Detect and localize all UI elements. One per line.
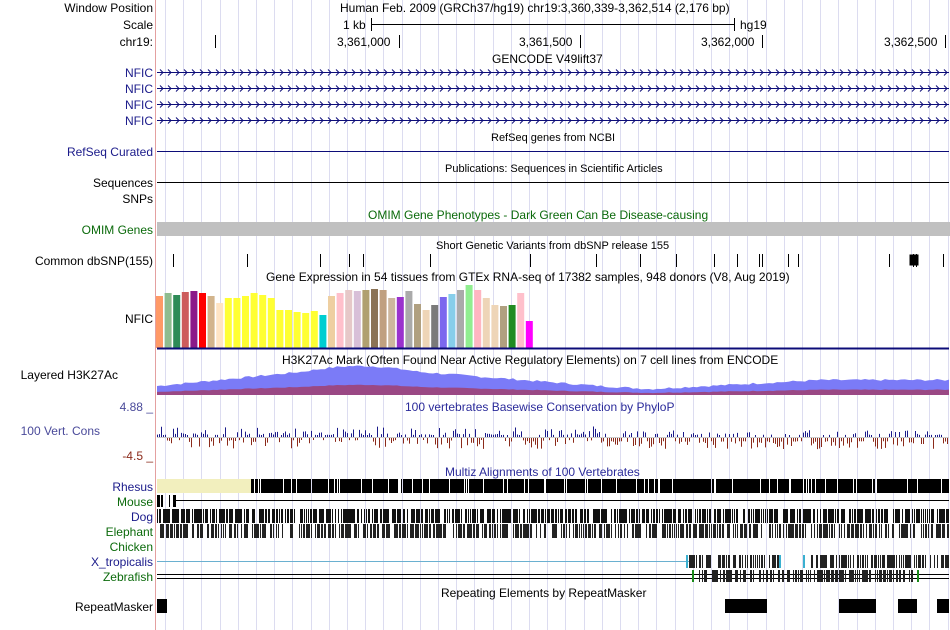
omim-track-label[interactable]: OMIM Genes — [81, 223, 153, 237]
scale-bar-text: 1 kb — [343, 18, 366, 32]
species-label-dog[interactable]: Dog — [130, 510, 153, 524]
repeatmasker-track-title: Repeating Elements by RepeatMasker — [441, 586, 647, 600]
scale-bar — [371, 18, 735, 31]
refseq-track-title: RefSeq genes from NCBI — [491, 132, 616, 144]
species-label-x-tropicalis[interactable]: X_tropicalis — [90, 555, 153, 569]
gtex-expression-bars[interactable] — [156, 285, 533, 348]
species-label-elephant[interactable]: Elephant — [105, 525, 153, 539]
publications-label-snps[interactable]: SNPs — [122, 192, 153, 206]
h3k27ac-signal[interactable] — [157, 365, 949, 396]
gtex-track-title: Gene Expression in 54 tissues from GTEx … — [266, 270, 790, 284]
ruler-tick-label: 3,361,500 — [519, 35, 573, 49]
chrom-ruler — [215, 35, 946, 48]
ruler-tick-label: 3,362,000 — [701, 35, 755, 49]
dbsnp-track-title: Short Genetic Variants from dbSNP releas… — [436, 240, 670, 252]
repeatmasker-elements[interactable] — [157, 599, 949, 613]
phylop-track-title: 100 vertebrates Basewise Conservation by… — [405, 400, 675, 414]
multiz-alignments[interactable] — [157, 479, 949, 582]
omim-track-title: OMIM Gene Phenotypes - Dark Green Can Be… — [368, 208, 709, 222]
gtex-gene-label[interactable]: NFIC — [125, 312, 153, 326]
gencode-item-label[interactable]: NFIC — [125, 114, 153, 128]
ruler-tick-label: 3,362,500 — [884, 35, 938, 49]
publications-label-sequences[interactable]: Sequences — [92, 176, 153, 190]
position-readout: Human Feb. 2009 (GRCh37/hg19) chr19:3,36… — [340, 1, 730, 15]
publications-track-title: Publications: Sequences in Scientific Ar… — [445, 163, 663, 175]
ruler-tick-label: 3,361,000 — [337, 35, 391, 49]
species-label-rhesus[interactable]: Rhesus — [112, 480, 153, 494]
phylop-min-value: -4.5 _ — [122, 449, 153, 463]
species-label-chicken[interactable]: Chicken — [109, 540, 153, 554]
gencode-item-label[interactable]: NFIC — [125, 82, 153, 96]
dbsnp-track-label[interactable]: Common dbSNP(155) — [34, 254, 153, 268]
gencode-track-title: GENCODE V49lift37 — [492, 52, 603, 66]
h3k27ac-track-label[interactable]: Layered H3K27Ac — [20, 368, 118, 382]
phylop-conservation-bars[interactable] — [157, 426, 948, 450]
phylop-max-value: 4.88 _ — [119, 400, 153, 414]
scale-label: Scale — [122, 18, 153, 32]
multiz-track-title: Multiz Alignments of 100 Vertebrates — [445, 465, 640, 479]
gencode-item-label[interactable]: NFIC — [125, 98, 153, 112]
assembly-label: hg19 — [740, 18, 767, 32]
omim-gene-bar[interactable] — [157, 222, 950, 236]
gencode-transcripts[interactable] — [157, 69, 949, 124]
window-position-label: Window Position — [64, 1, 153, 15]
refseq-track-label[interactable]: RefSeq Curated — [66, 145, 153, 159]
gencode-item-label[interactable]: NFIC — [125, 66, 153, 80]
phylop-track-label[interactable]: 100 Vert. Cons — [20, 424, 100, 438]
chrom-label: chr19: — [119, 35, 153, 49]
dbsnp-variants[interactable] — [173, 254, 944, 267]
h3k27ac-track-title: H3K27Ac Mark (Often Found Near Active Re… — [282, 353, 779, 367]
repeatmasker-track-label[interactable]: RepeatMasker — [74, 600, 153, 614]
species-label-mouse[interactable]: Mouse — [116, 495, 153, 509]
species-label-zebrafish[interactable]: Zebrafish — [102, 570, 153, 584]
